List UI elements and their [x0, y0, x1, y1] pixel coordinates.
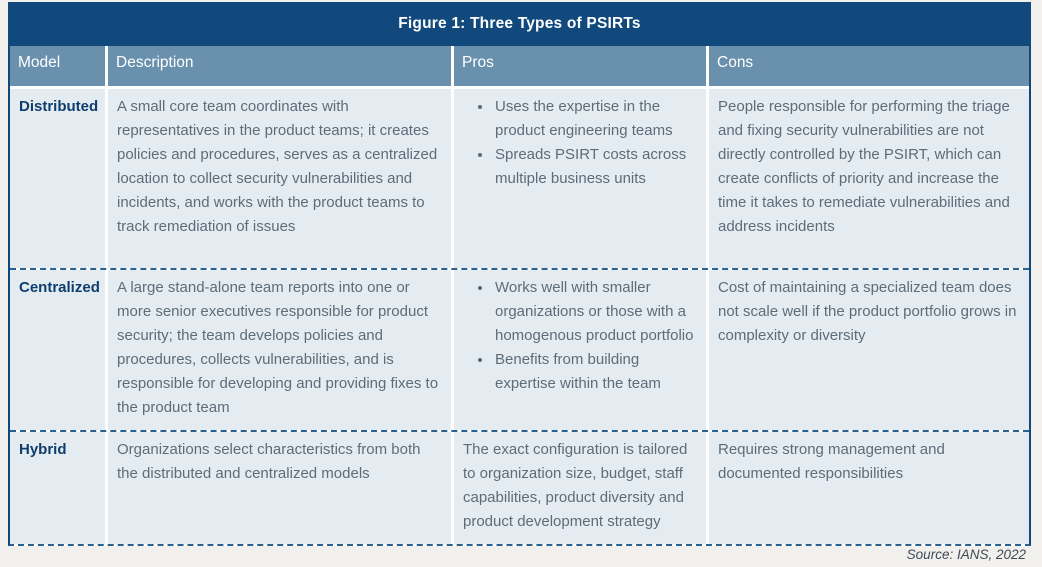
table-row-distributed: Distributed A small core team coordinate…	[10, 89, 1029, 268]
pros-item: Spreads PSIRT costs across multiple busi…	[493, 143, 697, 191]
cons-text: People responsible for performing the tr…	[709, 89, 1029, 268]
pros-cell: Works well with smaller organizations or…	[454, 270, 706, 430]
table-row-hybrid: Hybrid Organizations select characterist…	[10, 430, 1029, 544]
description-text: Organizations select characteristics fro…	[108, 432, 451, 544]
pros-bullet-list: Works well with smaller organizations or…	[463, 276, 697, 396]
column-header-pros: Pros	[454, 46, 706, 86]
pros-bullet-list: Uses the expertise in the product engine…	[463, 95, 697, 191]
cons-text: Requires strong management and documente…	[709, 432, 1029, 544]
model-name: Centralized	[10, 270, 105, 430]
pros-item: Benefits from building expertise within …	[493, 348, 697, 396]
model-name: Hybrid	[10, 432, 105, 544]
figure-title: Figure 1: Three Types of PSIRTs	[10, 2, 1029, 46]
source-attribution: Source: IANS, 2022	[906, 547, 1026, 562]
column-header-cons: Cons	[709, 46, 1029, 86]
psirt-types-table: Figure 1: Three Types of PSIRTs Model De…	[8, 2, 1031, 546]
pros-item: Uses the expertise in the product engine…	[493, 95, 697, 143]
table-header-row: Model Description Pros Cons	[10, 46, 1029, 86]
model-name: Distributed	[10, 89, 105, 268]
cons-text: Cost of maintaining a specialized team d…	[709, 270, 1029, 430]
pros-cell: Uses the expertise in the product engine…	[454, 89, 706, 268]
pros-text: The exact configuration is tailored to o…	[454, 432, 706, 544]
column-header-description: Description	[108, 46, 451, 86]
description-text: A small core team coordinates with repre…	[108, 89, 451, 268]
column-header-model: Model	[10, 46, 105, 86]
pros-item: Works well with smaller organizations or…	[493, 276, 697, 348]
table-row-centralized: Centralized A large stand-alone team rep…	[10, 268, 1029, 430]
description-text: A large stand-alone team reports into on…	[108, 270, 451, 430]
